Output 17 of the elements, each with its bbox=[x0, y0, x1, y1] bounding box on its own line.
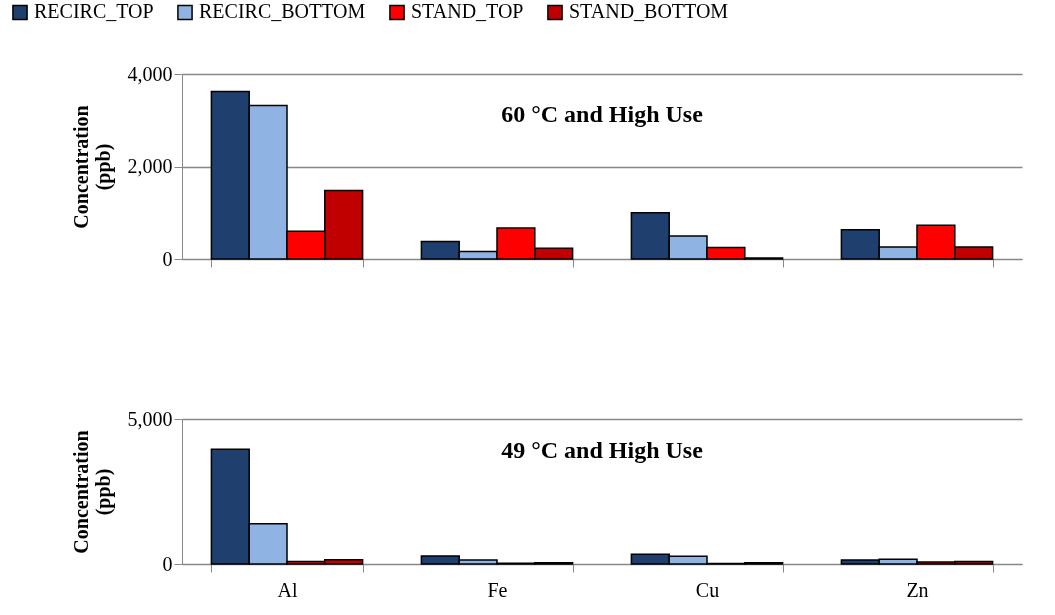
y-axis-title: Concentration (ppb) bbox=[69, 430, 115, 554]
x-tick-label: Cu bbox=[695, 578, 720, 601]
legend-label: STAND_BOTTOM bbox=[569, 0, 729, 23]
y-tick-label: 2,000 bbox=[127, 155, 173, 177]
y-axis-title: Concentration (ppb) bbox=[69, 105, 115, 229]
y-tick-label: 0 bbox=[162, 552, 173, 575]
y-tick-label: 4,000 bbox=[127, 62, 173, 85]
y-tick-label: 0 bbox=[162, 247, 173, 270]
x-tick-label: Zn bbox=[906, 578, 929, 601]
legend-label: RECIRC_TOP bbox=[34, 0, 154, 23]
y-tick-label: 5,000 bbox=[127, 407, 173, 430]
text: 60 °C and High Use bbox=[501, 100, 704, 127]
text: 49 °C and High Use bbox=[501, 436, 704, 463]
x-tick-label: Fe bbox=[487, 578, 508, 601]
legend-label: STAND_TOP bbox=[411, 0, 524, 23]
legend-label: RECIRC_BOTTOM bbox=[199, 0, 366, 23]
x-tick-label: Al bbox=[277, 578, 298, 601]
